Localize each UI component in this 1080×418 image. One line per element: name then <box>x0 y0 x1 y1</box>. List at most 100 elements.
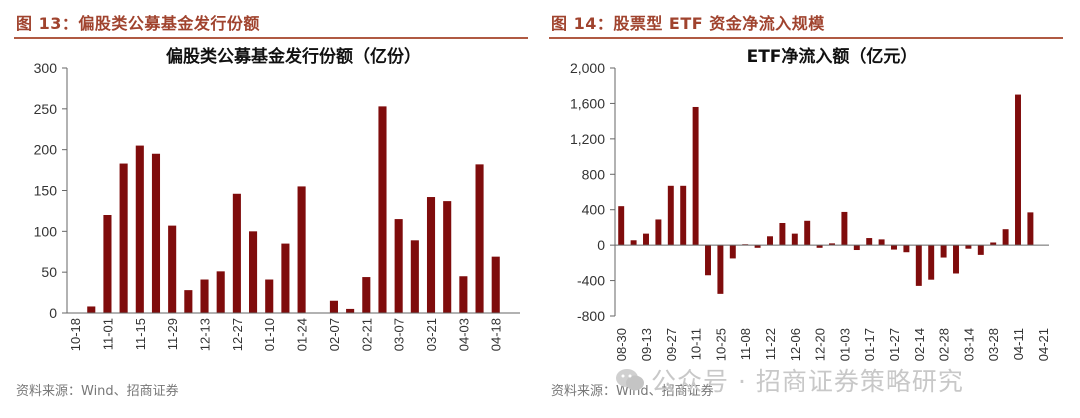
bar-10-04 <box>680 185 687 246</box>
chart-title: ETF净流入额（亿元） <box>747 46 918 67</box>
bar-03-07 <box>394 219 403 313</box>
x-tick-label: 11-08 <box>738 328 753 360</box>
bar-03-14 <box>410 240 419 313</box>
bar-10-11 <box>692 106 699 246</box>
bar-01-03 <box>841 211 848 246</box>
title-divider <box>14 37 528 39</box>
x-tick-label: 04-11 <box>1011 328 1026 360</box>
bar-12-27 <box>232 193 241 313</box>
bar-12-20 <box>216 271 225 313</box>
bar-01-17 <box>281 243 290 313</box>
y-tick-label: 0 <box>597 237 605 253</box>
title-divider <box>549 37 1063 39</box>
y-tick-label: 0 <box>49 305 57 321</box>
bar-11-15 <box>135 145 144 313</box>
x-tick-label: 03-28 <box>986 328 1001 361</box>
x-tick-label: 01-24 <box>295 318 310 351</box>
bar-10-25 <box>87 306 96 313</box>
bar-11-01 <box>729 245 736 259</box>
x-tick-label: 04-21 <box>1036 328 1051 361</box>
bar-02-28 <box>940 245 947 258</box>
x-tick-label: 11-22 <box>763 328 778 360</box>
bar-12-13 <box>200 279 209 313</box>
bar-11-22 <box>767 236 773 246</box>
bar-02-07 <box>903 245 910 253</box>
x-tick-label: 10-18 <box>68 318 83 351</box>
bar-12-20 <box>816 245 823 248</box>
bar-04-11 <box>1015 94 1021 246</box>
x-tick-label: 09-13 <box>639 328 654 361</box>
x-tick-label: 09-27 <box>664 328 679 361</box>
figure-title: 图 14：股票型 ETF 资金净流入规模 <box>551 14 825 33</box>
x-tick-label: 02-14 <box>912 328 927 361</box>
x-tick-label: 01-03 <box>837 328 852 361</box>
y-tick-label: 800 <box>582 166 606 182</box>
watermark-text: 公众号 · 招商证券策略研究 <box>651 367 964 396</box>
bar-04-18 <box>1027 212 1034 246</box>
y-tick-label: 1,200 <box>570 131 605 147</box>
watermark: 公众号 · 招商证券策略研究 <box>615 362 964 399</box>
source-note: 资料来源：Wind、招商证券 <box>551 384 714 399</box>
x-tick-label: 03-07 <box>392 318 407 351</box>
x-tick-label: 04-03 <box>456 318 471 351</box>
bar-01-24 <box>297 186 306 313</box>
y-tick-label: 150 <box>34 183 58 199</box>
x-tick-label: 11-15 <box>133 318 148 350</box>
bar-04-11 <box>475 164 484 313</box>
source-note: 资料来源：Wind、招商证券 <box>16 384 179 399</box>
y-tick-label: -800 <box>577 308 605 324</box>
x-tick-label: 02-07 <box>327 318 342 351</box>
bar-02-21 <box>362 277 371 313</box>
bar-01-10 <box>265 279 274 313</box>
x-tick-label: 10-25 <box>713 328 728 361</box>
fund-issuance-bar-chart: 偏股类公募基金发行份额（亿份） 0 50 100 150 200 250 300 10-18 11… <box>34 46 520 351</box>
y-tick-label: 1,600 <box>570 95 605 111</box>
bar-11-15 <box>754 245 761 248</box>
bar-04-04 <box>1002 229 1009 246</box>
bar-03-21 <box>977 245 984 255</box>
bar-01-17 <box>866 238 873 246</box>
bar-09-20 <box>655 219 662 246</box>
x-tick-label: 08-30 <box>614 328 629 361</box>
bar-11-29 <box>168 225 177 313</box>
y-tick-label: 50 <box>41 264 57 280</box>
bar-11-29 <box>779 223 786 246</box>
bar-03-28 <box>443 201 452 313</box>
x-tick-label: 11-29 <box>165 318 180 350</box>
etf-net-inflow-bar-chart: ETF净流入额（亿元） -800 -400 0 400 800 1,200 1,600 2,00… <box>570 46 1051 361</box>
bar-01-10 <box>853 245 860 251</box>
bar-11-22 <box>151 153 161 313</box>
y-tick-label: 2,000 <box>570 60 605 76</box>
x-tick-label: 01-10 <box>262 318 277 351</box>
y-tick-label: 200 <box>34 142 58 158</box>
y-tick-label: -400 <box>577 273 605 289</box>
bar-12-27 <box>829 243 835 246</box>
x-tick-label: 03-21 <box>424 318 439 351</box>
x-tick-label: 12-13 <box>198 318 213 351</box>
y-tick-label: 400 <box>582 202 606 218</box>
x-tick-label: 12-27 <box>230 318 245 351</box>
bar-03-14 <box>965 245 972 249</box>
figure-title: 图 13：偏股类公募基金发行份额 <box>16 14 260 33</box>
bar-12-06 <box>184 290 193 313</box>
bar-02-07 <box>329 300 338 313</box>
y-tick-label: 300 <box>34 60 58 76</box>
bar-03-28 <box>990 242 997 246</box>
x-tick-label: 02-28 <box>937 328 952 361</box>
x-tick-label: 10-11 <box>689 328 704 360</box>
bar-02-21 <box>928 245 935 280</box>
bar-09-13 <box>643 233 649 246</box>
x-tick-label: 03-14 <box>961 328 976 361</box>
x-tick-label: 04-18 <box>489 318 504 351</box>
bar-02-14 <box>346 308 355 313</box>
x-tick-label: 01-27 <box>887 328 902 361</box>
bar-03-07 <box>953 245 959 274</box>
bar-02-28 <box>378 106 387 313</box>
wechat-icon <box>615 367 645 399</box>
x-tick-label: 12-06 <box>788 328 803 361</box>
bar-11-01 <box>103 215 112 313</box>
bar-01-03 <box>249 231 258 313</box>
figure-14-panel: 图 14：股票型 ETF 资金净流入规模 ETF净流入额（亿元） -800 -400… <box>549 0 1075 418</box>
bar-01-27 <box>891 245 897 250</box>
x-tick-label: 11-01 <box>100 318 115 350</box>
